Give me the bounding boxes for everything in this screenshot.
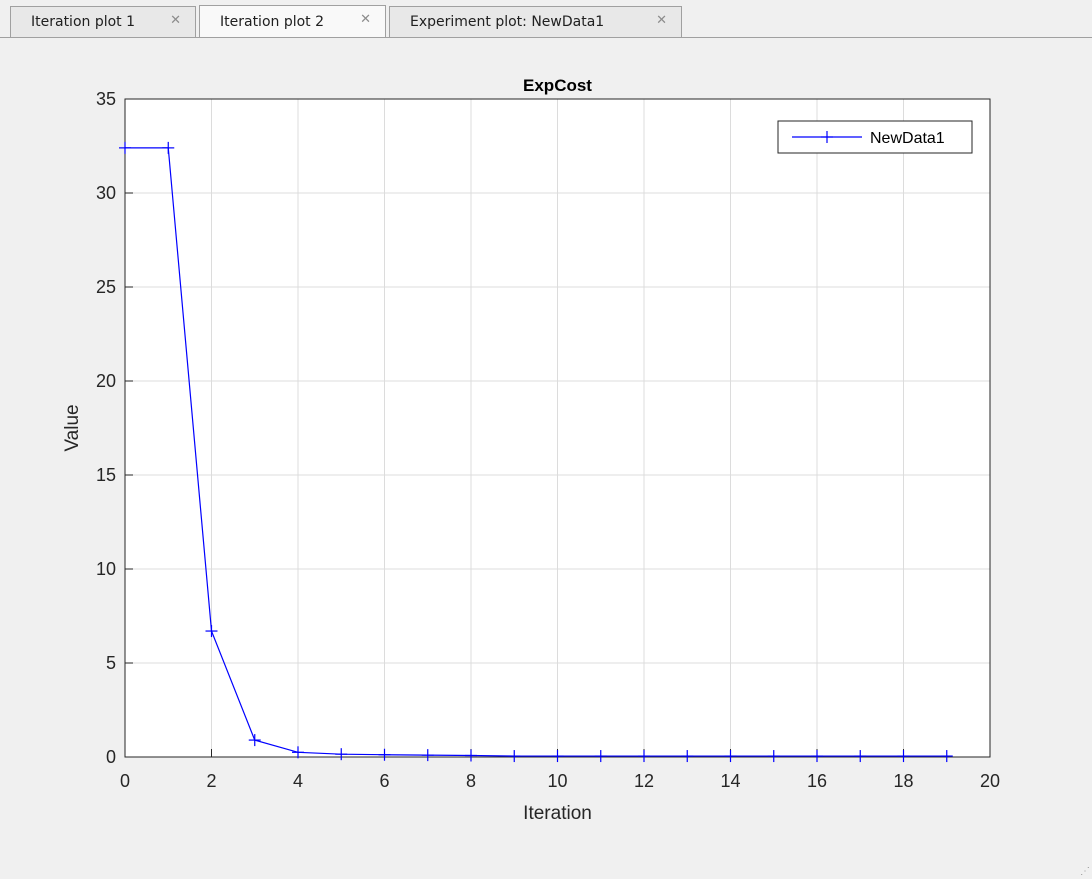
data-point-marker	[205, 625, 218, 638]
tab-iteration-plot-2[interactable]: Iteration plot 2 ✕	[199, 5, 386, 37]
x-tick-label: 2	[206, 771, 216, 791]
chart-title: ExpCost	[523, 76, 592, 95]
data-point-marker	[854, 750, 867, 763]
data-point-marker	[594, 750, 607, 763]
grid-lines	[125, 99, 990, 757]
close-icon[interactable]: ✕	[360, 12, 371, 27]
legend-label: NewData1	[870, 130, 945, 147]
data-point-marker	[162, 141, 175, 154]
x-tick-label: 14	[720, 771, 740, 791]
data-point-marker	[940, 750, 953, 763]
x-tick-label: 8	[466, 771, 476, 791]
tab-strip: Iteration plot 1 ✕ Iteration plot 2 ✕ Ex…	[0, 0, 1092, 40]
data-point-marker	[724, 750, 737, 763]
data-point-marker	[638, 750, 650, 763]
x-tick-label: 18	[893, 771, 913, 791]
x-tick-label: 6	[379, 771, 389, 791]
y-axis-label: Value	[62, 404, 83, 451]
data-point-marker	[508, 750, 521, 763]
data-point-marker	[551, 750, 564, 763]
tab-strip-divider	[0, 37, 1092, 38]
close-icon[interactable]: ✕	[656, 13, 667, 28]
y-tick-label: 15	[96, 465, 116, 485]
y-tick-label: 30	[96, 183, 116, 203]
data-point-marker	[292, 746, 304, 759]
series-line	[125, 147, 947, 757]
data-point-marker	[681, 750, 694, 763]
data-point-marker	[421, 749, 434, 762]
x-axis-label: Iteration	[523, 803, 592, 824]
tab-experiment-plot-newdata1[interactable]: Experiment plot: NewData1 ✕	[389, 6, 682, 37]
y-tick-label: 5	[106, 653, 116, 673]
y-tick-label: 0	[106, 747, 116, 767]
data-point-marker	[378, 748, 391, 761]
close-icon[interactable]: ✕	[170, 13, 181, 28]
data-point-marker	[897, 750, 910, 763]
tab-iteration-plot-1[interactable]: Iteration plot 1 ✕	[10, 6, 196, 37]
y-tick-label: 10	[96, 559, 116, 579]
y-tick-label: 20	[96, 371, 116, 391]
tab-label: Iteration plot 2	[220, 13, 325, 30]
data-point-marker	[119, 141, 131, 154]
x-tick-label: 4	[293, 771, 303, 791]
data-point-marker	[248, 734, 261, 747]
resize-grip-icon[interactable]: ⋰	[1080, 866, 1090, 877]
data-point-marker	[335, 748, 348, 761]
legend[interactable]: NewData1	[777, 120, 973, 154]
y-tick-label: 35	[96, 89, 116, 109]
tab-label: Iteration plot 1	[31, 14, 136, 30]
x-tick-label: 10	[547, 771, 567, 791]
data-point-marker	[811, 750, 823, 763]
data-point-marker	[767, 750, 780, 763]
data-point-marker	[465, 749, 477, 762]
legend-marker-icon	[821, 131, 833, 143]
y-tick-label: 25	[96, 277, 116, 297]
plot-area: 0 2 4 6 8 10 12 14 16 18 20 0 5 10 15 20 25 30 35 ExpCost …	[0, 38, 1092, 879]
x-tick-label: 0	[120, 771, 130, 791]
series-group	[119, 141, 953, 763]
tab-label: Experiment plot: NewData1	[410, 14, 605, 30]
x-tick-label: 20	[980, 771, 1000, 791]
x-tick-label: 16	[807, 771, 827, 791]
x-tick-label: 12	[634, 771, 654, 791]
